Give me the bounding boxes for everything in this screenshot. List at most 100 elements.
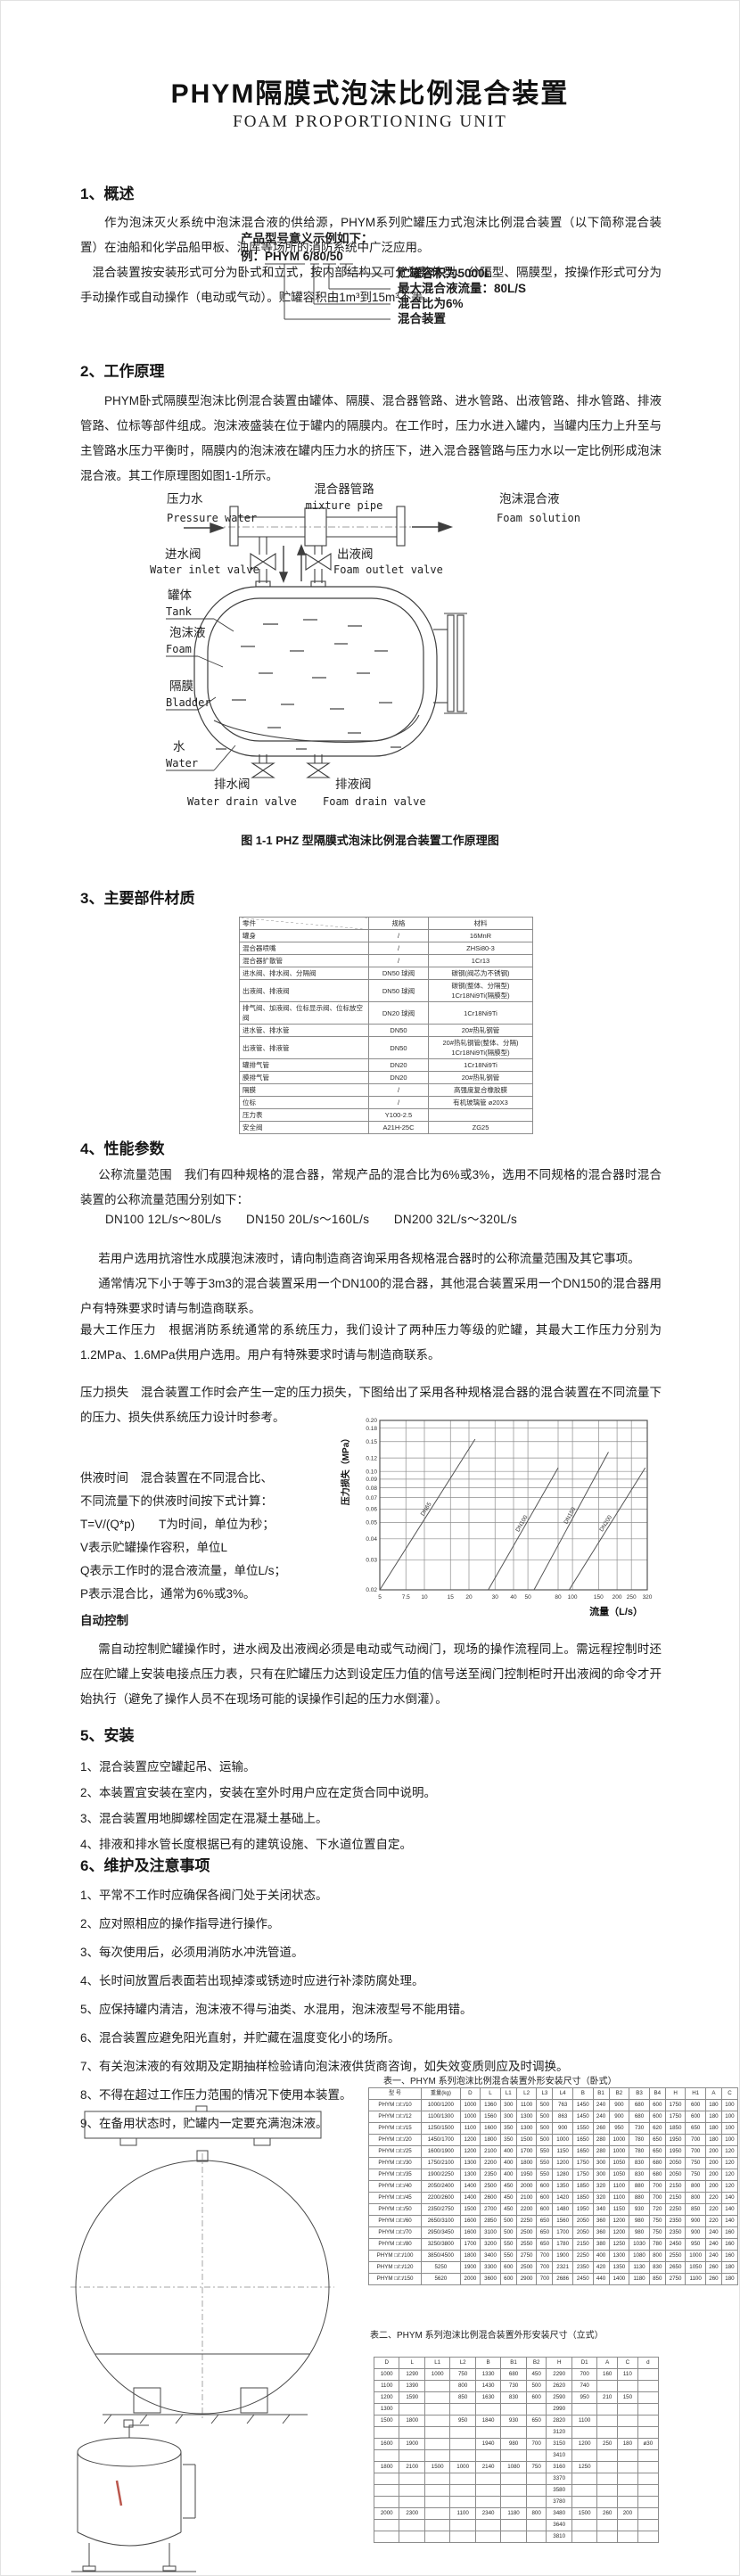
table-cell: 1600: [459, 2215, 481, 2227]
table-cell: 500: [536, 2122, 554, 2135]
table-cell: 500: [525, 2380, 547, 2392]
model-legend-ratio: 混合比为6%: [398, 296, 464, 310]
table-cell: 200: [704, 2145, 722, 2158]
table-cell: 1500: [459, 2203, 481, 2216]
table-cell: 600: [648, 2111, 666, 2123]
liquid-texture-dashes: [216, 619, 401, 750]
table-cell: /: [368, 929, 429, 942]
x-tick-label: 15: [448, 1594, 455, 1601]
x-tick-label: 30: [492, 1594, 499, 1601]
table-cell: 1420: [552, 2192, 573, 2204]
table-row: 隔膜 / 高强度复合橡胶膜: [239, 1083, 533, 1097]
table-cell: 1200: [571, 2438, 598, 2450]
table-cell: 1200: [608, 2215, 630, 2227]
table-cell: [449, 2519, 476, 2531]
table-cell: 1290: [399, 2368, 425, 2381]
table-cell: 1200: [459, 2134, 481, 2146]
table-cell: 2350: [480, 2169, 501, 2181]
table-cell: 440: [592, 2273, 610, 2285]
section-heading-maintenance: 6、维护及注意事项: [80, 1857, 210, 1874]
x-tick-label: 50: [524, 1594, 531, 1601]
table-cell: 1080: [629, 2250, 650, 2262]
performance-p1: 公称流量范围 我们有四种规格的混合器，常规产品的混合比为6%或3%，选用不同规格…: [80, 1163, 662, 1213]
performance-p3: 通常情况下小于等于3m3的混合装置采用一个DN100的混合器，其他混合装置采用一…: [80, 1272, 662, 1321]
table-cell: 2990: [546, 2403, 572, 2416]
table-cell: 450: [499, 2203, 517, 2216]
table-cell: [449, 2403, 476, 2416]
table-cell: [617, 2449, 638, 2462]
table-header-cell: A: [704, 2087, 722, 2100]
table-cell: [474, 2496, 502, 2508]
table-row: 3580: [373, 2484, 660, 2497]
table-cell: 160: [720, 2226, 739, 2239]
plot-border: [379, 1420, 648, 1591]
inlet-outlet-pipes: [250, 537, 332, 588]
table-cell: 500: [536, 2134, 554, 2146]
table-cell: 830: [629, 2157, 650, 2169]
table-header-cell: 重量(kg): [421, 2087, 461, 2100]
table-row: 进水管、排水管 DN50 20#热轧钢管: [239, 1024, 533, 1037]
table-cell: 650: [536, 2238, 554, 2251]
table-cell: 1950: [571, 2203, 594, 2216]
table-cell: 1350: [608, 2261, 630, 2274]
list-item: 5、应保持罐内清洁，泡沫液不得与油类、水混用，泡沫液型号不能用错。: [80, 2003, 473, 2016]
section-heading-install: 5、安装: [80, 1727, 135, 1744]
table-row: 出液阀、排液阀 DN50 球阀 碳钢(整体、分隔型) 1Cr18Ni9Ti(隔膜型): [239, 979, 533, 1002]
x-tick-label: 20: [465, 1594, 473, 1601]
table-row: PHYM □/□/35 1900/2250 1300 2350 400 1950 550 12…: [367, 2169, 739, 2181]
table-cell: 1800: [515, 2157, 538, 2169]
table-cell: 1250: [608, 2238, 630, 2251]
table-cell: 680: [500, 2368, 527, 2381]
dimensions-table-horizontal: 型 号重量(kg) D L L1 L2 L3 L4 B B1 B2 B3 B4 H H1 A C PHYM □/…: [367, 2087, 739, 2285]
table-cell: 1650: [571, 2145, 594, 2158]
label-water-drain-valve-cn: 排水阀: [214, 778, 251, 791]
table-row: PHYM □/□/15 1250/1500 1100 1600 350 1300 500 90…: [367, 2122, 739, 2135]
table-cell: 763: [552, 2099, 573, 2111]
table-cell: 1300: [608, 2250, 630, 2262]
paragraph: 压力损失 混合装置工作时会产生一定的压力损失，下图给出了采用各种规格混合器的混合…: [80, 1386, 662, 1424]
table-cell: DN20 球阀: [368, 1001, 429, 1025]
horizontal-tank-drawing: [70, 2105, 334, 2424]
table-cell: 2620: [546, 2380, 572, 2392]
table-cell: 3300: [480, 2261, 501, 2274]
table-cell: [423, 2519, 451, 2531]
table-cell: 1030: [629, 2238, 650, 2251]
table-header-cell: D1: [571, 2357, 598, 2369]
table-cell: 700: [648, 2192, 666, 2204]
supply-time-block: 供液时间 混合装置在不同混合比、 不同流量下的供液时间按下式计算： T=V/(Q…: [80, 1467, 366, 1606]
table-cell: [423, 2531, 451, 2543]
table-cell: 1000: [552, 2134, 573, 2146]
table-cell: 360: [592, 2226, 610, 2239]
table-cell: /: [368, 1096, 429, 1109]
table-cell: 2590: [546, 2391, 572, 2404]
label-mixture-pipe-cn: 混合器管路: [314, 482, 374, 496]
list-item: 2、应对照相应的操作指导进行操作。: [80, 1917, 280, 1930]
y-tick-label: 0.20: [366, 1418, 377, 1424]
table-cell: 180: [617, 2438, 638, 2450]
table-cell: [617, 2473, 638, 2485]
table-cell: 650: [536, 2226, 554, 2239]
table-cell: [571, 2531, 598, 2543]
table-cell: PHYM □/□/150: [367, 2273, 423, 2285]
table-cell: 1000: [423, 2368, 451, 2381]
table-cell: 980: [629, 2215, 650, 2227]
table-cell: 400: [499, 2157, 517, 2169]
model-legend-capacity: 贮罐容积为5000L: [397, 266, 492, 280]
label-water-cn: 水: [173, 740, 185, 753]
table-cell: [637, 2449, 660, 2462]
table-row: 3410: [373, 2449, 660, 2462]
list-item: 3、每次使用后，必须用消防水冲洗管道。: [80, 1946, 304, 1959]
table-cell: [423, 2507, 451, 2520]
table-row: 1800 2100 1500 1000 2140 1080 750 3160 1250: [373, 2461, 660, 2473]
table-cell: 1100: [571, 2415, 598, 2427]
table-cell: 1100/1300: [421, 2111, 461, 2123]
table-cell: 950: [608, 2122, 630, 2135]
table-cell: PHYM □/□/100: [367, 2250, 423, 2262]
table-cell: [500, 2519, 527, 2531]
table-cell: [373, 2473, 400, 2485]
table-cell: 2850: [480, 2215, 501, 2227]
table-cell: [474, 2473, 502, 2485]
table-cell: 800: [449, 2380, 476, 2392]
table-cell: [637, 2484, 660, 2497]
